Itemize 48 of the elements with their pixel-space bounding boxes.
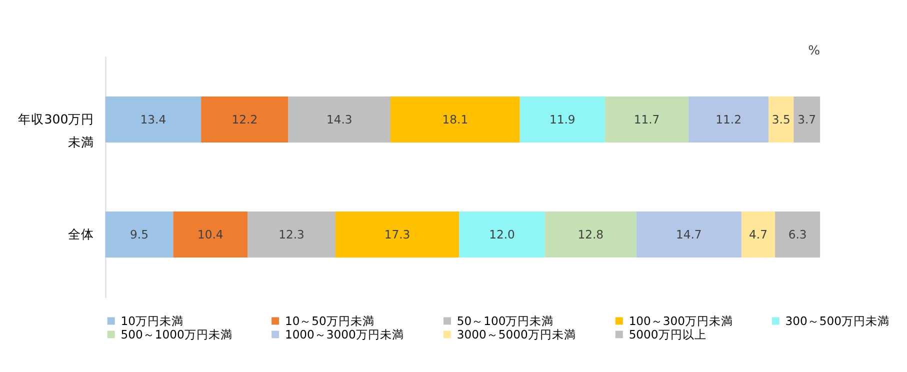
- legend-label: 5000万円以上: [628, 327, 706, 342]
- bar: [173, 212, 248, 258]
- bar: [248, 212, 336, 258]
- data-label: 9.5: [130, 227, 148, 242]
- bar: [520, 96, 605, 143]
- legend-label: 500～1000万円未満: [120, 327, 232, 342]
- bar: [105, 96, 202, 143]
- annotation: %: [808, 42, 820, 58]
- bar: [105, 212, 174, 258]
- data-label: 17.3: [384, 227, 410, 242]
- legend-label: 10万円未満: [120, 314, 184, 328]
- bar: [288, 96, 390, 143]
- y-tick-label: 年収300万円未満: [18, 111, 94, 150]
- bar: [794, 96, 820, 143]
- bar: [335, 212, 460, 258]
- data-label: 6.3: [788, 227, 807, 242]
- data-label: 14.7: [676, 227, 702, 242]
- bar: [768, 96, 794, 143]
- data-label: 14.3: [326, 112, 352, 126]
- bar: [636, 212, 742, 258]
- data-label: 13.4: [140, 112, 166, 126]
- bar: [201, 96, 288, 143]
- data-label: 12.8: [578, 227, 604, 242]
- data-label: 12.2: [232, 112, 258, 126]
- bar: [390, 96, 520, 143]
- data-label: 10.4: [197, 227, 224, 242]
- legend-label: 50～100万円未満: [456, 314, 554, 328]
- legend-label: 1000～3000万円未満: [284, 327, 404, 342]
- data-label: 11.9: [550, 112, 576, 126]
- bar: [688, 96, 769, 143]
- y-tick-label: 全体: [68, 226, 94, 242]
- data-label: 11.7: [634, 112, 660, 126]
- data-label: 3.5: [772, 112, 790, 126]
- data-label: 3.7: [798, 112, 816, 126]
- bar: [604, 96, 689, 143]
- data-label: 18.1: [442, 112, 468, 126]
- legend-label: 3000～5000万円未満: [456, 327, 576, 342]
- data-label: 12.3: [278, 227, 304, 242]
- data-label: 11.2: [716, 112, 742, 126]
- legend-label: 300～500万円未満: [785, 314, 890, 328]
- legend-label: 10～50万円未満: [284, 314, 374, 328]
- bar: [775, 212, 820, 258]
- data-label: 12.0: [489, 227, 515, 242]
- legend-label: 100～300万円未満: [628, 314, 734, 328]
- bar: [741, 212, 776, 258]
- data-label: 4.7: [749, 227, 768, 242]
- bar: [544, 212, 636, 258]
- bar: [459, 212, 545, 258]
